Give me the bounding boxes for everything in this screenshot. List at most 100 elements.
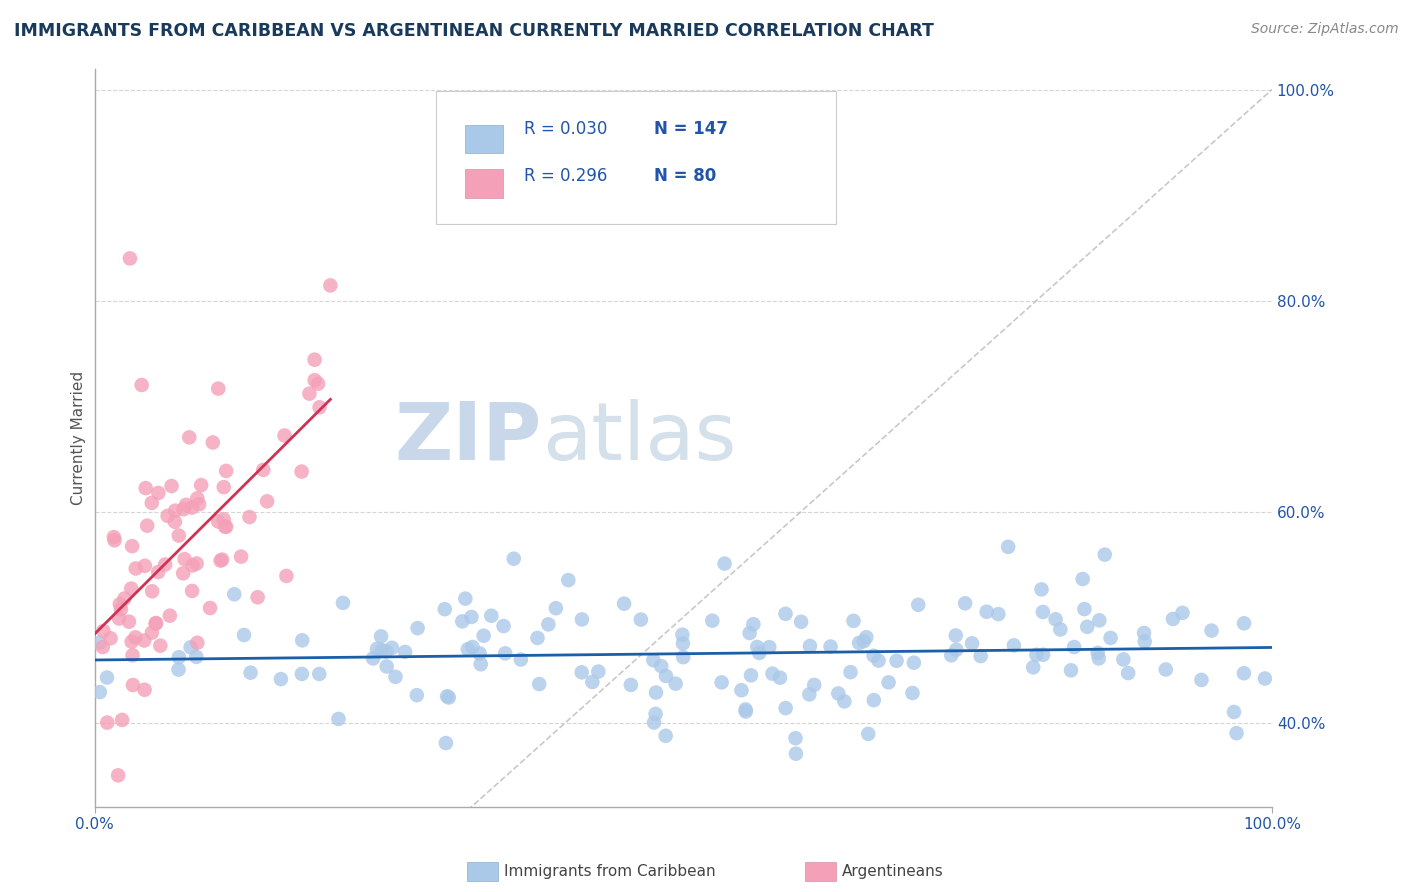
Point [785,747,807,761]
Point [160,479,183,493]
Point [740,668,762,682]
Point [738,626,761,640]
Point [785,731,807,746]
Point [1133,626,1156,640]
Point [107,768,129,782]
Point [134,558,156,573]
Point [858,727,880,741]
Point [903,656,925,670]
Point [308,667,330,681]
Point [298,386,321,401]
Point [1045,612,1067,626]
Point [1002,639,1025,653]
Point [1254,672,1277,686]
Point [775,607,797,621]
Bar [465,125,503,153]
Text: R = 0.030: R = 0.030 [524,120,607,138]
Point [186,491,208,506]
Text: atlas: atlas [541,399,737,476]
Point [167,650,190,665]
Point [163,515,186,529]
Point [710,675,733,690]
Point [827,686,849,700]
Point [1088,613,1111,627]
Point [1031,582,1053,597]
Point [437,690,460,705]
Point [877,675,900,690]
Point [307,376,329,391]
Point [1063,640,1085,654]
Point [209,553,232,567]
Point [941,648,963,663]
Point [384,670,406,684]
Point [291,667,314,681]
Point [180,640,202,655]
Point [645,685,668,699]
Point [304,352,326,367]
Point [769,671,792,685]
Point [852,634,875,648]
Point [93,624,115,638]
Point [134,633,156,648]
Point [229,549,252,564]
Point [122,678,145,692]
Point [375,644,398,658]
Point [179,430,201,444]
Point [136,518,159,533]
Point [224,587,246,601]
Point [145,616,167,631]
Point [654,729,676,743]
Point [125,561,148,575]
Point [135,481,157,495]
Point [742,617,765,632]
Text: Immigrants from Caribbean: Immigrants from Caribbean [503,864,716,879]
Point [96,671,118,685]
Point [655,669,678,683]
Point [1071,572,1094,586]
Point [1049,623,1071,637]
Point [1154,663,1177,677]
Point [761,666,783,681]
FancyBboxPatch shape [436,91,837,224]
Point [405,688,427,702]
Point [110,602,132,616]
Point [1223,705,1246,719]
Point [1112,652,1135,666]
Point [1076,620,1098,634]
Point [96,715,118,730]
Point [434,736,457,750]
Point [1073,602,1095,616]
Point [291,465,314,479]
Point [775,701,797,715]
Point [672,636,695,650]
Point [114,591,136,606]
Point [433,602,456,616]
Point [842,614,865,628]
Point [148,565,170,579]
Point [758,640,780,654]
Point [492,619,515,633]
Point [479,608,502,623]
Text: Argentineans: Argentineans [842,864,943,879]
Point [672,650,695,665]
Point [803,678,825,692]
Point [987,607,1010,621]
Point [156,508,179,523]
Point [159,608,181,623]
Text: ZIP: ZIP [395,399,541,476]
Point [581,675,603,690]
Point [468,647,491,661]
Point [1201,624,1223,638]
Point [100,632,122,646]
Point [799,639,821,653]
Point [509,652,531,666]
Text: N = 80: N = 80 [654,167,716,185]
Point [108,611,131,625]
Point [470,657,492,672]
Point [1161,612,1184,626]
Point [215,464,238,478]
Point [747,640,769,654]
Point [167,663,190,677]
Point [120,582,142,596]
Point [526,631,548,645]
